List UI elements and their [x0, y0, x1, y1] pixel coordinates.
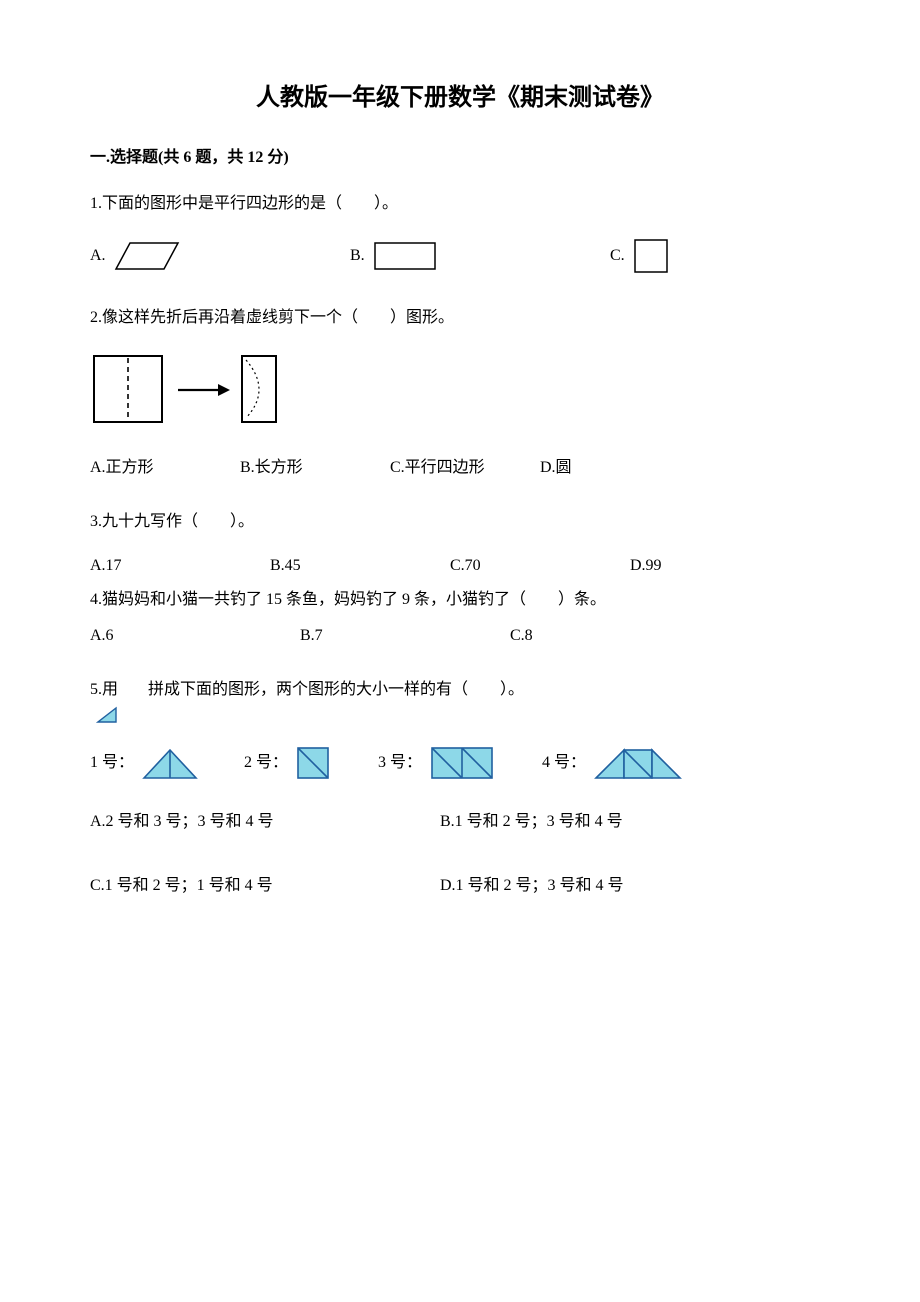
q1-opt-a: A.	[90, 239, 350, 273]
rectangle-icon	[371, 239, 441, 273]
q1-text: 1.下面的图形中是平行四边形的是（ ）。	[90, 192, 830, 216]
q5-b-label: B.1 号和 2 号；3 号和 4 号	[440, 810, 623, 834]
q2-options: A.正方形 B.长方形 C.平行四边形 D.圆	[90, 456, 830, 480]
q1-opt-c: C.	[610, 236, 671, 276]
q5-f3-label: 3 号：	[378, 751, 422, 775]
q5-c-label: C.1 号和 2 号；1 号和 4 号	[90, 874, 273, 898]
q1-opt-b: B.	[350, 239, 610, 273]
q5-shape-3	[430, 746, 496, 780]
parallelogram-icon	[112, 239, 182, 273]
q5-shape-1	[142, 746, 198, 780]
q5-shape-2	[296, 746, 332, 780]
q3-text: 3.九十九写作（ ）。	[90, 510, 830, 534]
q4-c-label: C.8	[510, 624, 533, 648]
q4-opt-b: B.7	[300, 624, 510, 648]
q2-diagram	[90, 350, 830, 430]
q2-c-label: C.平行四边形	[390, 456, 485, 480]
q3-c-label: C.70	[450, 554, 481, 578]
q4-opt-a: A.6	[90, 624, 300, 648]
q5-shape-4	[594, 746, 684, 780]
square-icon	[631, 236, 671, 276]
q5-unit-triangle	[96, 706, 830, 724]
q4-b-label: B.7	[300, 624, 323, 648]
q5-post: 拼成下面的图形，两个图形的大小一样的有（ ）。	[148, 678, 524, 702]
q5-pre: 5.用	[90, 678, 118, 702]
q5-opt-d: D.1 号和 2 号；3 号和 4 号	[440, 874, 790, 898]
q5-fig3: 3 号：	[378, 746, 496, 780]
q3-options: A.17 B.45 C.70 D.99	[90, 554, 830, 578]
q2-opt-a: A.正方形	[90, 456, 240, 480]
q2-a-label: A.正方形	[90, 456, 154, 480]
q5-text-row: 5.用 拼成下面的图形，两个图形的大小一样的有（ ）。	[90, 678, 830, 702]
question-5: 5.用 拼成下面的图形，两个图形的大小一样的有（ ）。 1 号： 2 号：	[90, 678, 830, 938]
q4-text: 4.猫妈妈和小猫一共钓了 15 条鱼，妈妈钓了 9 条，小猫钓了（ ）条。	[90, 588, 830, 612]
q2-opt-c: C.平行四边形	[390, 456, 540, 480]
q5-fig1: 1 号：	[90, 746, 198, 780]
q3-b-label: B.45	[270, 554, 301, 578]
page-title: 人教版一年级下册数学《期末测试卷》	[90, 80, 830, 116]
q2-text: 2.像这样先折后再沿着虚线剪下一个（ ）图形。	[90, 306, 830, 330]
q4-opt-c: C.8	[510, 624, 720, 648]
question-4: 4.猫妈妈和小猫一共钓了 15 条鱼，妈妈钓了 9 条，小猫钓了（ ）条。 A.…	[90, 588, 830, 648]
question-1: 1.下面的图形中是平行四边形的是（ ）。 A. B. C.	[90, 192, 830, 276]
q3-opt-c: C.70	[450, 554, 630, 578]
q5-f1-label: 1 号：	[90, 751, 134, 775]
q3-a-label: A.17	[90, 554, 122, 578]
q3-d-label: D.99	[630, 554, 662, 578]
q3-opt-a: A.17	[90, 554, 270, 578]
q5-opt-a: A.2 号和 3 号；3 号和 4 号	[90, 810, 440, 834]
q2-b-label: B.长方形	[240, 456, 303, 480]
q5-a-label: A.2 号和 3 号；3 号和 4 号	[90, 810, 274, 834]
q3-opt-d: D.99	[630, 554, 810, 578]
q1-c-label: C.	[610, 244, 625, 268]
q1-b-label: B.	[350, 244, 365, 268]
q1-options: A. B. C.	[90, 236, 830, 276]
q5-f2-label: 2 号：	[244, 751, 288, 775]
q4-options: A.6 B.7 C.8	[90, 624, 830, 648]
q5-figures: 1 号： 2 号： 3 号：	[90, 746, 830, 780]
section-header: 一.选择题(共 6 题，共 12 分)	[90, 146, 830, 170]
q5-options: A.2 号和 3 号；3 号和 4 号 B.1 号和 2 号；3 号和 4 号 …	[90, 810, 830, 938]
q2-opt-d: D.圆	[540, 456, 690, 480]
q5-fig2: 2 号：	[244, 746, 332, 780]
q2-opt-b: B.长方形	[240, 456, 390, 480]
q5-f4-label: 4 号：	[542, 751, 586, 775]
q3-opt-b: B.45	[270, 554, 450, 578]
q4-a-label: A.6	[90, 624, 114, 648]
q5-d-label: D.1 号和 2 号；3 号和 4 号	[440, 874, 624, 898]
question-3: 3.九十九写作（ ）。 A.17 B.45 C.70 D.99	[90, 510, 830, 578]
q5-opt-c: C.1 号和 2 号；1 号和 4 号	[90, 874, 440, 898]
q5-fig4: 4 号：	[542, 746, 684, 780]
q1-a-label: A.	[90, 244, 106, 268]
question-2: 2.像这样先折后再沿着虚线剪下一个（ ）图形。 A.正方形 B.长方形 C.平行…	[90, 306, 830, 480]
q2-d-label: D.圆	[540, 456, 572, 480]
q5-opt-b: B.1 号和 2 号；3 号和 4 号	[440, 810, 790, 834]
